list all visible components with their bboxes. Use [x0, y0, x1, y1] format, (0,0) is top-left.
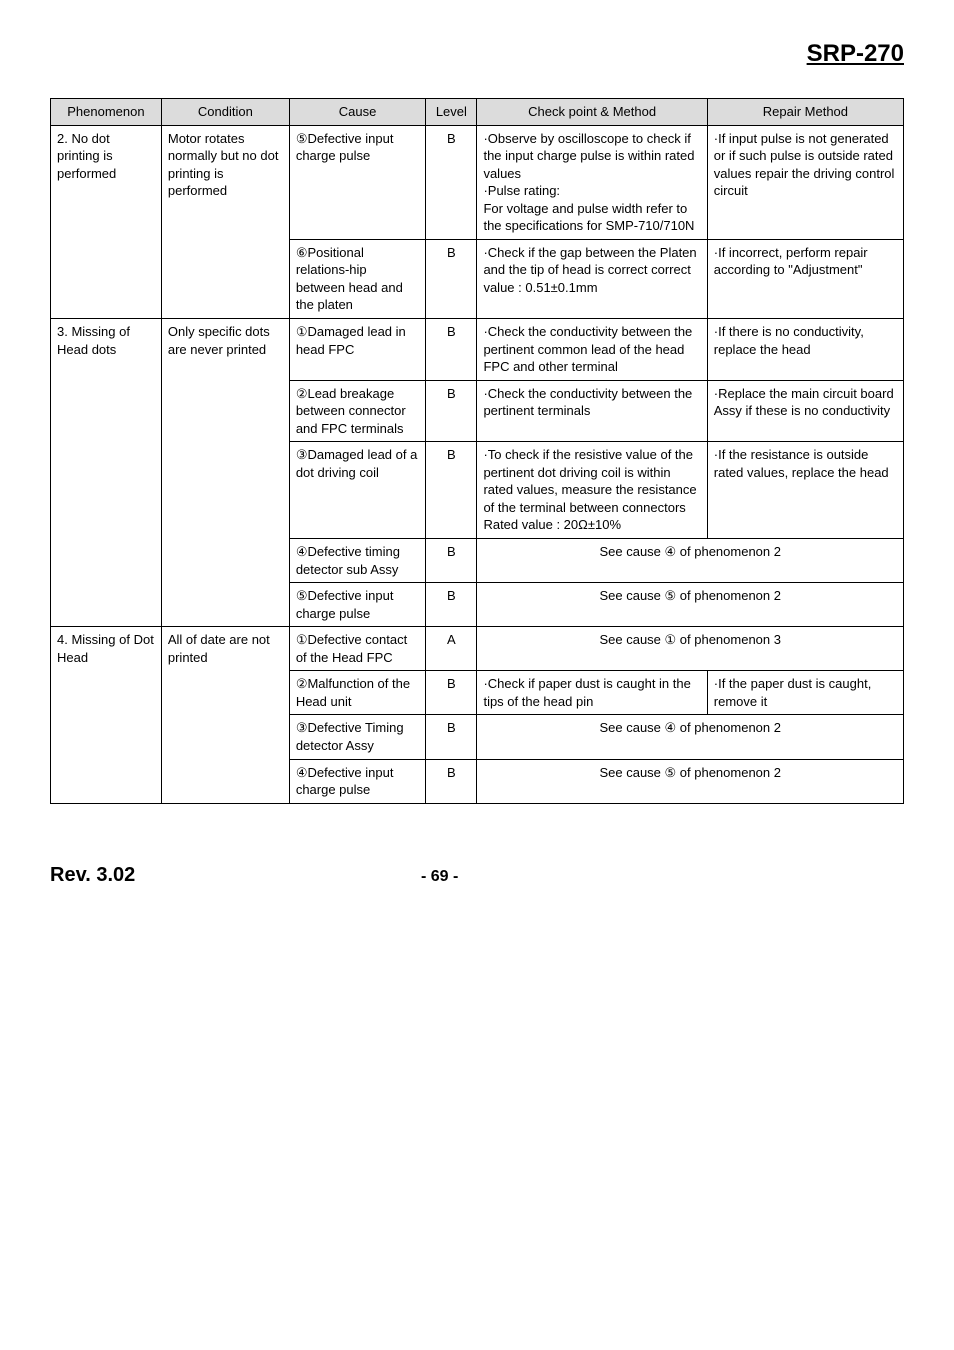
- troubleshoot-table: Phenomenon Condition Cause Level Check p…: [50, 98, 904, 804]
- cell-phenomenon: 4. Missing of Dot Head: [51, 627, 162, 803]
- cell-cause: ②Lead breakage between connector and FPC…: [289, 380, 425, 442]
- cell-level: B: [426, 125, 477, 239]
- cell-cause: ③Defective Timing detector Assy: [289, 715, 425, 759]
- cell-condition: Only specific dots are never printed: [161, 319, 289, 627]
- cell-merged: See cause ① of phenomenon 3: [477, 627, 904, 671]
- col-repair: Repair Method: [707, 99, 903, 126]
- cell-cause: ①Damaged lead in head FPC: [289, 319, 425, 381]
- cell-level: B: [426, 380, 477, 442]
- table-row: 3. Missing of Head dots Only specific do…: [51, 319, 904, 381]
- cell-repair: ·Replace the main circuit board Assy if …: [707, 380, 903, 442]
- cell-cause: ⑤Defective input charge pulse: [289, 583, 425, 627]
- page-footer: Rev. 3.02 - 69 -: [50, 864, 904, 887]
- cell-repair: ·If input pulse is not generated or if s…: [707, 125, 903, 239]
- cell-level: B: [426, 319, 477, 381]
- cell-repair: ·If there is no conductivity, replace th…: [707, 319, 903, 381]
- cell-cause: ③Damaged lead of a dot driving coil: [289, 442, 425, 539]
- cell-phenomenon: 3. Missing of Head dots: [51, 319, 162, 627]
- cell-cause: ②Malfunction of the Head unit: [289, 671, 425, 715]
- cell-check: ·Check if paper dust is caught in the ti…: [477, 671, 707, 715]
- table-row: 4. Missing of Dot Head All of date are n…: [51, 627, 904, 671]
- cell-cause: ①Defective contact of the Head FPC: [289, 627, 425, 671]
- revision-label: Rev. 3.02: [50, 864, 135, 887]
- cell-level: B: [426, 759, 477, 803]
- col-level: Level: [426, 99, 477, 126]
- cell-check: ·Observe by oscilloscope to check if the…: [477, 125, 707, 239]
- cell-phenomenon: 2. No dot printing is performed: [51, 125, 162, 318]
- cell-level: B: [426, 442, 477, 539]
- cell-merged: See cause ④ of phenomenon 2: [477, 539, 904, 583]
- cell-cause: ⑥Positional relations-hip between head a…: [289, 239, 425, 318]
- cell-merged: See cause ⑤ of phenomenon 2: [477, 759, 904, 803]
- cell-level: B: [426, 715, 477, 759]
- cell-check: ·To check if the resistive value of the …: [477, 442, 707, 539]
- table-header-row: Phenomenon Condition Cause Level Check p…: [51, 99, 904, 126]
- cell-cause: ④Defective timing detector sub Assy: [289, 539, 425, 583]
- page-title: SRP-270: [50, 40, 904, 68]
- col-condition: Condition: [161, 99, 289, 126]
- cell-repair: ·If the resistance is outside rated valu…: [707, 442, 903, 539]
- cell-level: B: [426, 539, 477, 583]
- page-number: - 69 -: [421, 868, 458, 886]
- cell-level: B: [426, 239, 477, 318]
- col-cause: Cause: [289, 99, 425, 126]
- cell-cause: ⑤Defective input charge pulse: [289, 125, 425, 239]
- cell-check: ·Check the conductivity between the pert…: [477, 319, 707, 381]
- col-phenomenon: Phenomenon: [51, 99, 162, 126]
- cell-level: B: [426, 583, 477, 627]
- cell-check: ·Check the conductivity between the pert…: [477, 380, 707, 442]
- cell-cause: ④Defective input charge pulse: [289, 759, 425, 803]
- cell-condition: Motor rotates normally but no dot printi…: [161, 125, 289, 318]
- cell-repair: ·If the paper dust is caught, remove it: [707, 671, 903, 715]
- cell-condition: All of date are not printed: [161, 627, 289, 803]
- cell-merged: See cause ④ of phenomenon 2: [477, 715, 904, 759]
- cell-check: ·Check if the gap between the Platen and…: [477, 239, 707, 318]
- cell-level: B: [426, 671, 477, 715]
- cell-merged: See cause ⑤ of phenomenon 2: [477, 583, 904, 627]
- col-check: Check point & Method: [477, 99, 707, 126]
- cell-repair: ·If incorrect, perform repair according …: [707, 239, 903, 318]
- table-row: 2. No dot printing is performed Motor ro…: [51, 125, 904, 239]
- cell-level: A: [426, 627, 477, 671]
